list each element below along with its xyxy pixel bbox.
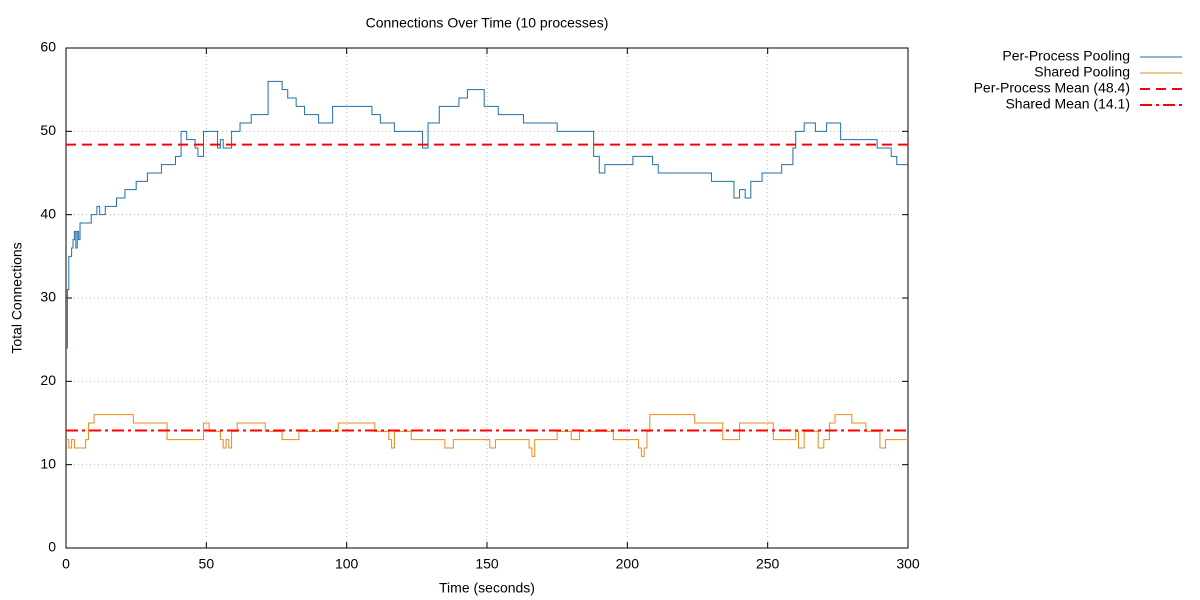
x-tick-label: 300 — [896, 556, 920, 572]
x-tick-label: 200 — [616, 556, 640, 572]
x-axis-label: Time (seconds) — [439, 580, 535, 596]
y-tick-label: 30 — [40, 289, 56, 305]
series-line — [66, 414, 908, 457]
legend-label: Per-Process Mean (48.4) — [974, 80, 1130, 96]
y-tick-label: 40 — [40, 205, 56, 221]
x-tick-label: 0 — [62, 556, 70, 572]
legend-label: Shared Mean (14.1) — [1005, 96, 1130, 112]
y-axis-label: Total Connections — [9, 242, 25, 353]
series-line — [66, 80, 908, 349]
x-tick-label: 100 — [335, 556, 359, 572]
y-tick-label: 0 — [48, 539, 56, 555]
x-tick-label: 50 — [199, 556, 215, 572]
x-tick-label: 150 — [475, 556, 499, 572]
plot-frame — [65, 47, 909, 549]
chart-title: Connections Over Time (10 processes) — [366, 15, 609, 31]
y-tick-label: 60 — [40, 39, 56, 55]
y-tick-label: 10 — [40, 455, 56, 471]
x-tick-label: 250 — [756, 556, 780, 572]
legend-label: Per-Process Pooling — [1002, 48, 1130, 64]
legend-label: Shared Pooling — [1034, 64, 1130, 80]
y-tick-label: 20 — [40, 372, 56, 388]
y-tick-label: 50 — [40, 122, 56, 138]
